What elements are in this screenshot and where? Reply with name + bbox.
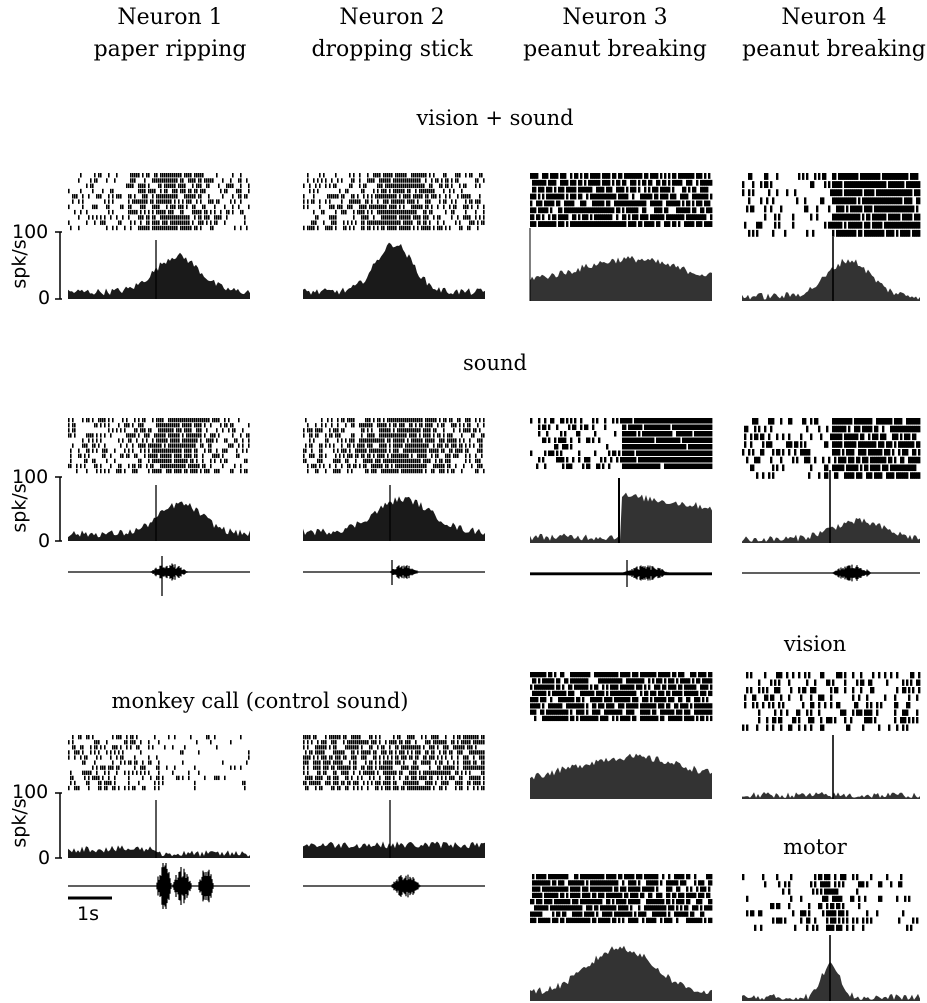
waveform-n2-sound-burst-0 (389, 565, 419, 579)
raster-n3-vision (530, 672, 713, 722)
neuron-1-stimulus: paper ripping (93, 37, 247, 62)
waveform-n1-monkey-call-burst-2 (198, 869, 214, 903)
raster-n2-vision-sound (303, 173, 485, 231)
neuron-3-stimulus: peanut breaking (523, 37, 707, 62)
psth-n2-monkey-call (303, 841, 485, 858)
raster-n4-sound (742, 418, 921, 479)
psth-n3-sound (530, 492, 712, 543)
waveform-n2-monkey-call-burst-0 (391, 874, 421, 898)
ytick-100-row1: 100 (12, 221, 49, 243)
raster-n2-monkey-call (303, 735, 485, 791)
waveform-n4-sound-burst-0 (832, 564, 872, 582)
waveform-n1-sound-burst-0 (150, 563, 188, 581)
neuron-2-header: Neuron 2 dropping stick (302, 2, 482, 66)
raster-n4-vision-sound (742, 173, 921, 237)
ytick-100-row2: 100 (12, 466, 49, 488)
neuron-2-stimulus: dropping stick (311, 37, 473, 62)
psth-n1-monkey-call (68, 845, 250, 858)
raster-n1-vision-sound (68, 173, 250, 231)
psth-n1-vision-sound (68, 252, 250, 299)
condition-sound: sound (463, 351, 527, 375)
psth-n3-vision (530, 753, 712, 799)
raster-n4-motor (742, 874, 919, 931)
psth-n4-sound (742, 517, 920, 543)
neuron-3-header: Neuron 3 peanut breaking (520, 2, 710, 66)
raster-n1-sound (68, 418, 250, 474)
scalebar-label: 1s (77, 903, 99, 925)
psth-n2-vision-sound (303, 242, 485, 299)
raster-n3-vision-sound (530, 173, 713, 227)
raster-n3-motor (530, 874, 713, 924)
raster-n1-monkey-call (68, 735, 250, 791)
ytick-0-row1: 0 (38, 287, 51, 309)
psth-n3-vision-sound (530, 255, 712, 301)
neuron-1-header: Neuron 1 paper ripping (80, 2, 260, 66)
ytick-100-row3: 100 (12, 781, 49, 803)
raster-n3-sound (530, 418, 713, 470)
condition-vision-sound: vision + sound (416, 106, 574, 130)
neuron-4-stimulus: peanut breaking (742, 37, 926, 62)
psth-n4-vision-sound (742, 258, 920, 301)
psth-n4-motor (742, 961, 920, 1001)
waveform-n1-monkey-call-burst-1 (172, 866, 192, 906)
neuron-4-title: Neuron 4 (781, 5, 887, 30)
ytick-0-row3: 0 (38, 847, 51, 869)
condition-monkey-call: monkey call (control sound) (111, 689, 409, 713)
raster-n4-vision (742, 672, 921, 731)
condition-motor: motor (783, 835, 847, 859)
raster-n2-sound (303, 418, 485, 474)
neuron-4-header: Neuron 4 peanut breaking (742, 2, 926, 66)
ytick-0-row2: 0 (38, 530, 51, 552)
neuron-1-title: Neuron 1 (117, 5, 223, 30)
neuron-3-title: Neuron 3 (562, 5, 668, 30)
psth-n3-motor (530, 945, 712, 1001)
psth-n1-sound (68, 501, 250, 541)
condition-vision: vision (783, 632, 847, 656)
psth-n2-sound (303, 496, 485, 541)
waveform-n1-monkey-call-burst-0 (156, 862, 172, 910)
psth-n4-vision (742, 791, 920, 799)
neuron-2-title: Neuron 2 (339, 5, 445, 30)
